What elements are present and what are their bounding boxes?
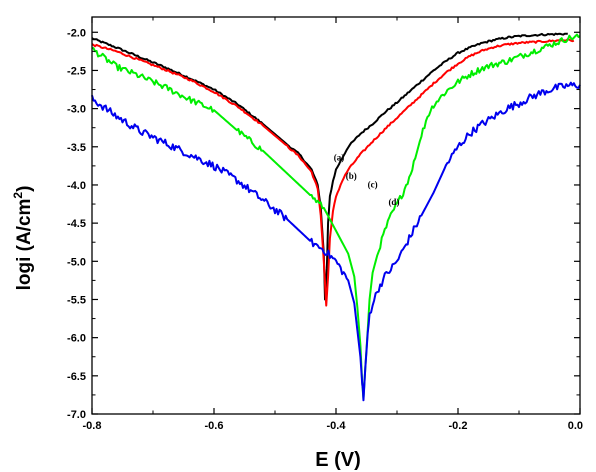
- curve-label: (c): [368, 179, 378, 189]
- y-tick-label: -4.5: [67, 218, 86, 230]
- y-tick-label: -5.5: [67, 294, 86, 306]
- y-tick-label: -6.5: [67, 371, 86, 383]
- curve-label: (d): [388, 197, 399, 207]
- y-tick-label: -5.0: [67, 256, 86, 268]
- y-tick-label: -3.0: [67, 104, 86, 116]
- x-tick-label: -0.2: [449, 420, 468, 432]
- x-tick-label: -0.8: [83, 420, 102, 432]
- x-axis-title: E (V): [315, 449, 361, 471]
- x-tick-label: 0.0: [568, 420, 583, 432]
- ticks-layer: -7.0 -6.5 -6.0 -5.5 -5.0 -4.5 -4.0 -3.5 -3.0 -2.5…: [67, 17, 583, 432]
- y-axis-title-end: ): [14, 186, 35, 192]
- x-tick-label: -0.6: [205, 420, 224, 432]
- annotations-layer: (a)(b) (c) (d): [334, 153, 400, 207]
- curves-layer: [91, 32, 581, 402]
- series-line-2: [91, 38, 575, 307]
- y-tick-label: -2.5: [67, 65, 86, 77]
- y-axis-title-main: logi (A/cm: [14, 199, 35, 291]
- y-tick-label: -6.0: [67, 333, 86, 345]
- curve-label: (b): [346, 171, 357, 181]
- y-axis-title: logi (A/cm2): [11, 186, 35, 291]
- series-line-3: [91, 33, 581, 400]
- curve-label: (a): [334, 153, 345, 163]
- y-tick-label: -4.0: [67, 180, 86, 192]
- y-tick-label: -2.0: [67, 27, 86, 39]
- series-line-4: [91, 81, 581, 402]
- y-tick-label: -3.5: [67, 142, 86, 154]
- y-axis-title-superscript: 2: [11, 192, 25, 199]
- series-line-1: [91, 32, 568, 301]
- x-tick-label: -0.4: [327, 420, 347, 432]
- y-tick-label: -7.0: [67, 409, 86, 421]
